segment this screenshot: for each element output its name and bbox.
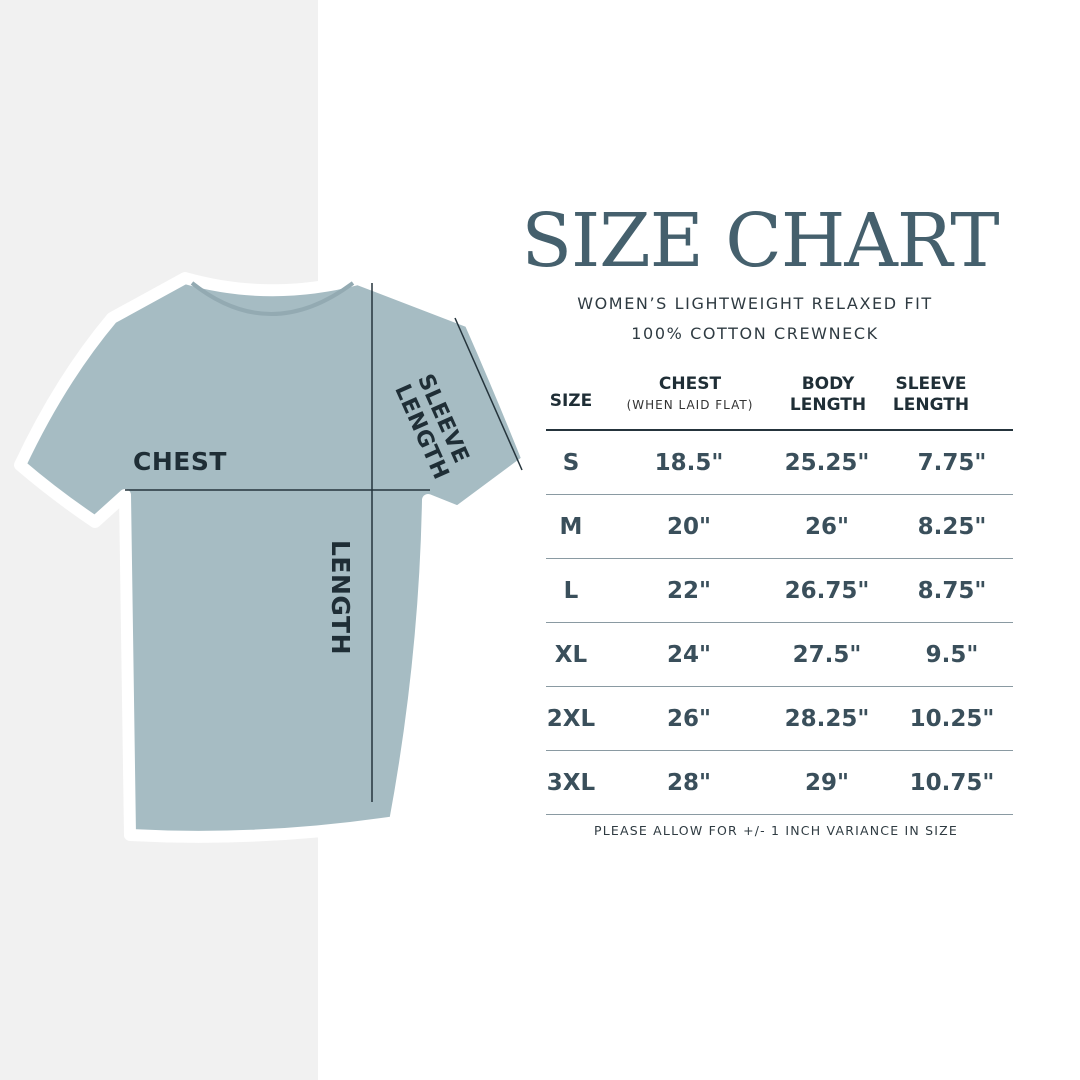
table-row: M 20" 26" 8.25" bbox=[0, 495, 1080, 559]
cell-body: 27.5" bbox=[792, 642, 862, 668]
subtitle-line1: WOMEN’S LIGHTWEIGHT RELAXED FIT bbox=[577, 294, 933, 313]
cell-chest: 20" bbox=[667, 514, 711, 540]
tshirt-illustration bbox=[14, 272, 534, 843]
cell-sleeve: 9.5" bbox=[925, 642, 979, 668]
cell-sleeve: 8.75" bbox=[917, 578, 987, 604]
header-size: SIZE bbox=[549, 391, 593, 411]
header-sleeve-line1: SLEEVE bbox=[895, 374, 967, 394]
header-body-length: BODY LENGTH bbox=[768, 374, 888, 416]
cell-chest: 22" bbox=[667, 578, 711, 604]
tshirt-shape bbox=[14, 272, 534, 843]
table-row: 2XL 26" 28.25" 10.25" bbox=[0, 687, 1080, 751]
header-chest-note: (WHEN LAID FLAT) bbox=[626, 398, 754, 412]
sleeve-measure-line bbox=[454, 317, 523, 471]
row-divider bbox=[546, 558, 1013, 559]
header-divider bbox=[546, 429, 1013, 431]
cell-chest: 28" bbox=[667, 770, 711, 796]
cell-body: 26" bbox=[805, 514, 849, 540]
cell-body: 26.75" bbox=[784, 578, 870, 604]
row-divider bbox=[546, 814, 1013, 815]
cell-sleeve: 10.25" bbox=[909, 706, 995, 732]
row-divider bbox=[546, 750, 1013, 751]
cell-body: 29" bbox=[805, 770, 849, 796]
header-sleeve-length: SLEEVE LENGTH bbox=[871, 374, 991, 416]
cell-chest: 24" bbox=[667, 642, 711, 668]
cell-size: 2XL bbox=[546, 706, 596, 732]
table-row: 3XL 28" 29" 10.75" bbox=[0, 751, 1080, 815]
collar bbox=[190, 281, 355, 316]
table-row: XL 24" 27.5" 9.5" bbox=[0, 623, 1080, 687]
cell-sleeve: 8.25" bbox=[917, 514, 987, 540]
cell-body: 25.25" bbox=[784, 450, 870, 476]
page-title: SIZE CHART bbox=[521, 198, 999, 284]
header-body-line1: BODY bbox=[801, 374, 855, 394]
cell-body: 28.25" bbox=[784, 706, 870, 732]
row-divider bbox=[546, 494, 1013, 495]
cell-sleeve: 7.75" bbox=[917, 450, 987, 476]
cell-chest: 18.5" bbox=[654, 450, 724, 476]
cell-chest: 26" bbox=[667, 706, 711, 732]
variance-note: PLEASE ALLOW FOR +/- 1 INCH VARIANCE IN … bbox=[594, 823, 958, 838]
cell-size: L bbox=[563, 578, 579, 604]
chest-label: CHEST bbox=[133, 447, 227, 476]
cell-size: M bbox=[559, 514, 583, 540]
header-chest-label: CHEST bbox=[658, 374, 722, 394]
subtitle-line2: 100% COTTON CREWNECK bbox=[631, 324, 879, 343]
cell-size: 3XL bbox=[546, 770, 596, 796]
row-divider bbox=[546, 686, 1013, 687]
cell-size: XL bbox=[554, 642, 588, 668]
table-row: S 18.5" 25.25" 7.75" bbox=[0, 431, 1080, 495]
cell-sleeve: 10.75" bbox=[909, 770, 995, 796]
header-sleeve-line2: LENGTH bbox=[892, 395, 970, 415]
table-row: L 22" 26.75" 8.75" bbox=[0, 559, 1080, 623]
header-chest: CHEST (WHEN LAID FLAT) bbox=[600, 374, 780, 416]
header-body-line2: LENGTH bbox=[789, 395, 867, 415]
row-divider bbox=[546, 622, 1013, 623]
cell-size: S bbox=[562, 450, 580, 476]
